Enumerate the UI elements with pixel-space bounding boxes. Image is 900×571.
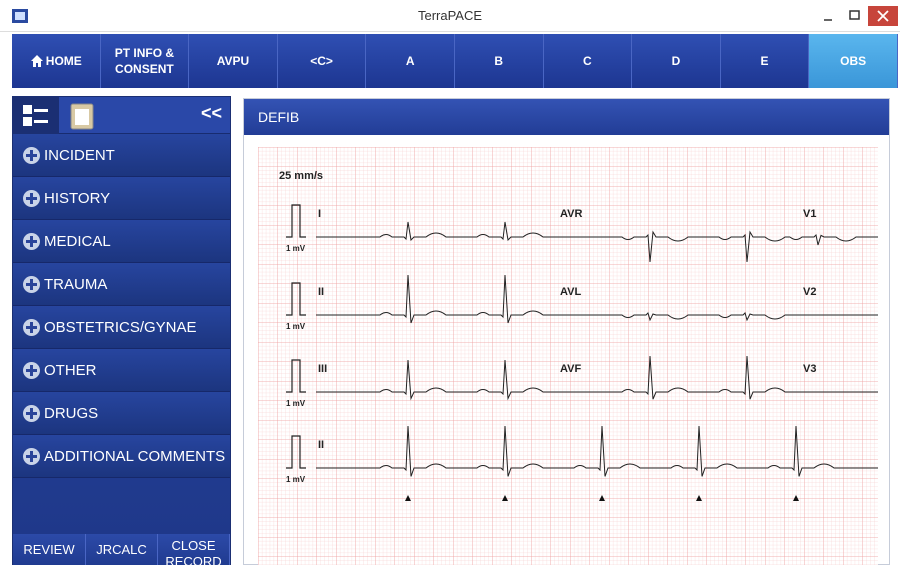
nav-label: <C> bbox=[310, 54, 333, 68]
lead-label: AVF bbox=[560, 363, 581, 375]
sidebar-header: << bbox=[13, 97, 230, 134]
item-label: MEDICAL bbox=[44, 232, 111, 250]
nav-button[interactable]: B bbox=[454, 34, 544, 88]
sidebar-item[interactable]: MEDICAL bbox=[13, 220, 230, 263]
nav-button[interactable]: AVPU bbox=[189, 34, 278, 88]
nav-label: PT INFO & CONSENT bbox=[114, 46, 175, 76]
sidebar-item[interactable]: TRAUMA bbox=[13, 263, 230, 306]
defib-panel: DEFIB 25 mm/s 1 mV I AVR V1 1 mV II AVL V2 1 mV II… bbox=[243, 98, 890, 565]
plus-icon bbox=[23, 232, 40, 250]
plus-icon bbox=[23, 189, 40, 207]
beat-marker bbox=[793, 495, 799, 501]
nav-button[interactable]: <C> bbox=[277, 34, 367, 88]
plus-icon bbox=[23, 318, 40, 336]
calibration-pulse bbox=[286, 359, 306, 393]
lead-label: II bbox=[318, 286, 324, 298]
nav-label: D bbox=[671, 54, 681, 68]
beat-marker bbox=[599, 495, 605, 501]
nav-button[interactable]: A bbox=[366, 34, 455, 88]
nav-label: B bbox=[494, 54, 504, 68]
ecg-trace bbox=[316, 359, 555, 401]
title-bar: TerraPACE bbox=[0, 0, 900, 32]
lead-label: V1 bbox=[803, 208, 816, 220]
calibration-pulse bbox=[286, 435, 306, 469]
item-label: INCIDENT bbox=[44, 146, 115, 164]
nav-button[interactable]: D bbox=[632, 34, 721, 88]
ecg-trace bbox=[555, 230, 790, 263]
plus-icon bbox=[23, 146, 40, 164]
footer-button[interactable]: JRCALC bbox=[86, 534, 158, 565]
item-label: HISTORY bbox=[44, 189, 111, 207]
lead-label: V2 bbox=[803, 286, 816, 298]
plus-icon bbox=[23, 404, 40, 422]
nav-button[interactable]: E bbox=[720, 34, 810, 88]
calibration-label: 1 mV bbox=[286, 322, 306, 331]
ecg-trace bbox=[555, 355, 790, 400]
footer-button[interactable]: CLOSE RECORD bbox=[158, 534, 230, 565]
collapse-button[interactable]: << bbox=[200, 103, 222, 123]
nav-label: HOME bbox=[45, 54, 82, 68]
ecg-trace bbox=[555, 312, 790, 322]
ecg-trace bbox=[316, 221, 555, 242]
lead-label: V3 bbox=[803, 363, 816, 375]
item-label: OBSTETRICS/GYNAE bbox=[44, 318, 197, 336]
nav-button[interactable]: HOME bbox=[12, 34, 101, 88]
ecg-trace bbox=[789, 233, 878, 246]
ecg-strip: 25 mm/s 1 mV I AVR V1 1 mV II AVL V2 1 mV III AVF V3… bbox=[258, 147, 878, 565]
item-label: TRAUMA bbox=[44, 275, 108, 293]
nav-button[interactable]: PT INFO & CONSENT bbox=[100, 34, 190, 88]
footer-button[interactable]: REVIEW bbox=[13, 534, 86, 565]
app-icon bbox=[12, 9, 28, 23]
lead-label: AVL bbox=[560, 286, 581, 298]
lead-label: AVR bbox=[560, 208, 582, 220]
sidebar: << INCIDENT HISTORY MEDICAL TRAUMA OBSTETRIC… bbox=[12, 96, 231, 565]
item-label: DRUGS bbox=[44, 404, 99, 422]
item-label: ADDITIONAL COMMENTS bbox=[44, 447, 226, 465]
sidebar-tabs[interactable] bbox=[13, 97, 105, 134]
home-icon bbox=[30, 55, 43, 67]
nav-bar: HOME PT INFO & CONSENT AVPU <C> A B C D E OBS bbox=[12, 34, 898, 88]
sidebar-item[interactable]: HISTORY bbox=[13, 177, 230, 220]
nav-button[interactable]: C bbox=[543, 34, 633, 88]
nav-label: E bbox=[760, 54, 769, 68]
sidebar-item[interactable]: OTHER bbox=[13, 349, 230, 392]
calibration-pulse bbox=[286, 282, 306, 316]
lead-label: III bbox=[318, 363, 327, 375]
nav-label: AVPU bbox=[216, 54, 250, 68]
sidebar-item[interactable]: ADDITIONAL COMMENTS bbox=[13, 435, 230, 478]
ecg-trace bbox=[316, 425, 878, 477]
nav-label: A bbox=[405, 54, 415, 68]
sidebar-item[interactable]: DRUGS bbox=[13, 392, 230, 435]
lead-label: II bbox=[318, 439, 324, 451]
plus-icon bbox=[23, 447, 40, 465]
plus-icon bbox=[23, 361, 40, 379]
calibration-pulse bbox=[286, 204, 306, 238]
plus-icon bbox=[23, 275, 40, 293]
nav-button[interactable]: OBS bbox=[809, 34, 898, 88]
panel-header: DEFIB bbox=[244, 99, 889, 135]
sidebar-item[interactable]: OBSTETRICS/GYNAE bbox=[13, 306, 230, 349]
beat-marker bbox=[405, 495, 411, 501]
sidebar-item[interactable]: INCIDENT bbox=[13, 134, 230, 177]
nav-label: OBS bbox=[840, 54, 867, 68]
ecg-trace bbox=[316, 274, 555, 324]
beat-marker bbox=[502, 495, 508, 501]
calibration-label: 1 mV bbox=[286, 399, 306, 408]
window-title: TerraPACE bbox=[417, 8, 483, 23]
calibration-label: 1 mV bbox=[286, 475, 306, 484]
lead-label: I bbox=[318, 208, 321, 220]
item-label: OTHER bbox=[44, 361, 97, 379]
calibration-label: 1 mV bbox=[286, 244, 306, 253]
paper-speed: 25 mm/s bbox=[279, 170, 323, 182]
nav-label: C bbox=[583, 54, 592, 68]
beat-marker bbox=[696, 495, 702, 501]
window-controls[interactable] bbox=[818, 6, 900, 28]
